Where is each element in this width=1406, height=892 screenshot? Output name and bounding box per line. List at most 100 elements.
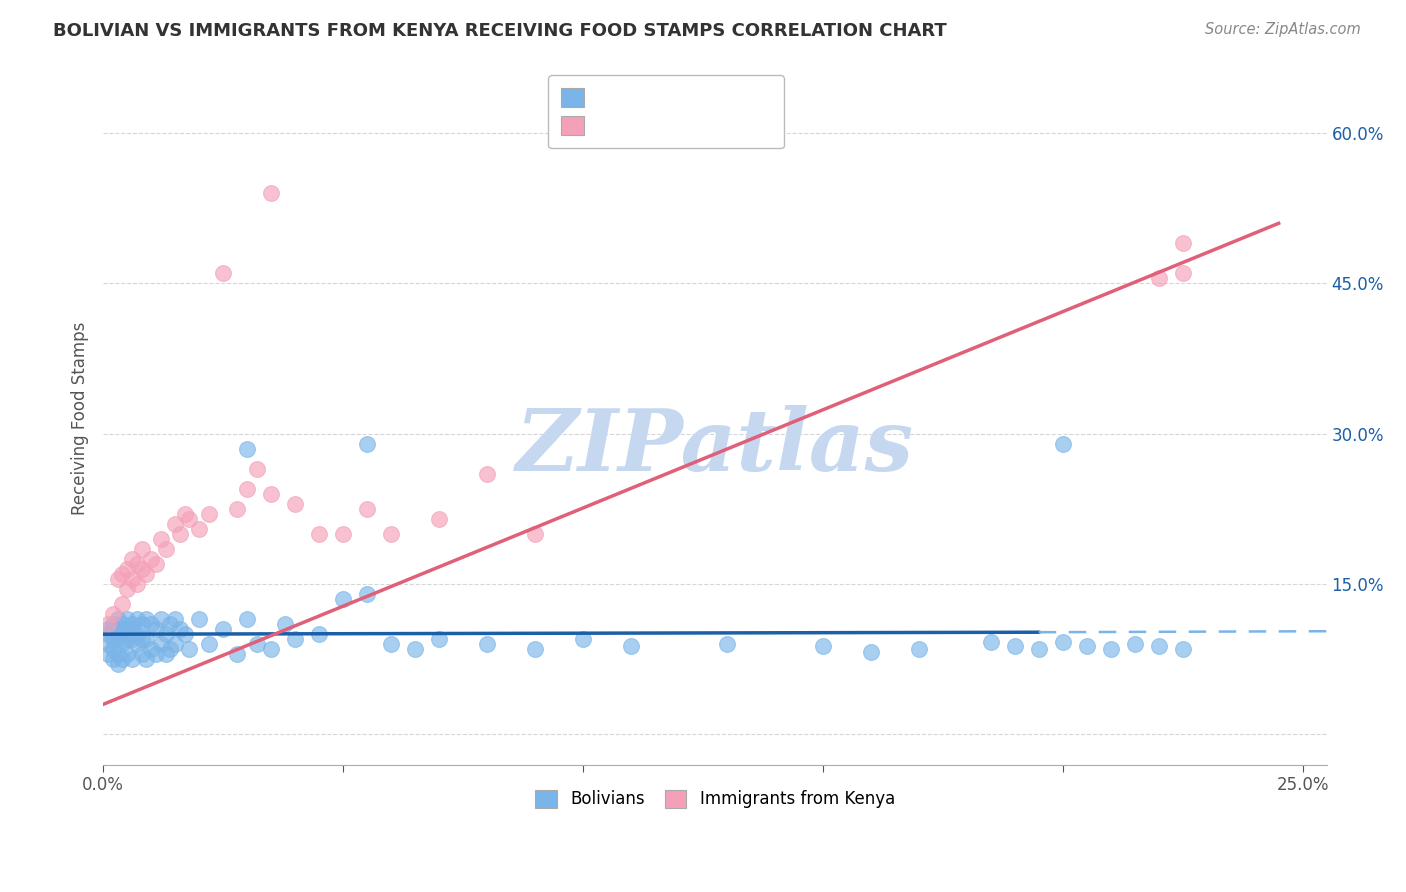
Point [1123,637,1146,651]
Point [380,637,402,651]
Point [716,637,738,651]
Point [111,622,134,636]
Point [284,497,307,511]
Point [111,617,134,632]
Point [980,635,1002,649]
Text: BOLIVIAN VS IMMIGRANTS FROM KENYA RECEIVING FOOD STAMPS CORRELATION CHART: BOLIVIAN VS IMMIGRANTS FROM KENYA RECEIV… [53,22,948,40]
Point [121,622,143,636]
Point [165,612,187,626]
Point [197,637,219,651]
Point [107,647,129,661]
Point [131,562,153,576]
Point [107,657,129,672]
Legend: Bolivians, Immigrants from Kenya: Bolivians, Immigrants from Kenya [529,783,901,815]
Point [97,627,120,641]
Text: R = 0.012: R = 0.012 [568,95,658,114]
Point [135,612,157,626]
Point [212,267,235,281]
Point [145,622,167,636]
Point [173,627,195,641]
Point [173,507,195,521]
Point [155,647,177,661]
Point [159,642,181,657]
Point [107,632,129,647]
Point [101,622,124,636]
Point [135,567,157,582]
Point [260,186,283,201]
Point [101,652,124,666]
Point [179,642,201,657]
Point [111,652,134,666]
Point [226,502,249,516]
Point [149,637,172,651]
Point [101,642,124,657]
Point [169,622,191,636]
Point [1052,635,1074,649]
Point [523,527,546,541]
Point [308,527,330,541]
Point [236,482,259,496]
Point [475,467,498,481]
Point [1147,271,1170,285]
Text: ZIPatlas: ZIPatlas [516,405,914,488]
Point [121,652,143,666]
Point [121,617,143,632]
Point [131,632,153,647]
Point [308,627,330,641]
Point [260,487,283,501]
Point [165,637,187,651]
Point [332,592,354,607]
Point [115,632,138,647]
Text: N = 82: N = 82 [678,95,741,114]
Point [107,572,129,586]
Point [125,557,148,571]
Point [260,642,283,657]
Point [165,516,187,531]
Point [1171,236,1194,251]
Point [1052,437,1074,451]
Text: N = 39: N = 39 [678,125,741,143]
Point [332,527,354,541]
Point [121,552,143,566]
Point [197,507,219,521]
Point [97,647,120,661]
Point [226,647,249,661]
Point [145,557,167,571]
Point [572,632,595,647]
Point [125,612,148,626]
Point [139,552,162,566]
Point [284,632,307,647]
Point [179,512,201,526]
Point [380,527,402,541]
Point [131,542,153,557]
Point [135,632,157,647]
Point [97,622,120,636]
Point [139,617,162,632]
Point [101,607,124,622]
Point [274,617,297,632]
Point [131,617,153,632]
Point [101,617,124,632]
Point [404,642,426,657]
Point [135,652,157,666]
Point [155,542,177,557]
Point [121,572,143,586]
Point [356,587,378,601]
Point [859,645,882,659]
Point [356,437,378,451]
Point [1004,639,1026,653]
Point [169,527,191,541]
Point [111,637,134,651]
Point [246,637,269,651]
Point [115,647,138,661]
Point [811,639,834,653]
Point [97,617,120,632]
Text: R = 0.683: R = 0.683 [568,125,658,143]
Point [427,512,450,526]
Point [1076,639,1098,653]
Point [1171,642,1194,657]
Point [1171,267,1194,281]
Point [155,627,177,641]
Point [907,642,929,657]
Point [111,567,134,582]
